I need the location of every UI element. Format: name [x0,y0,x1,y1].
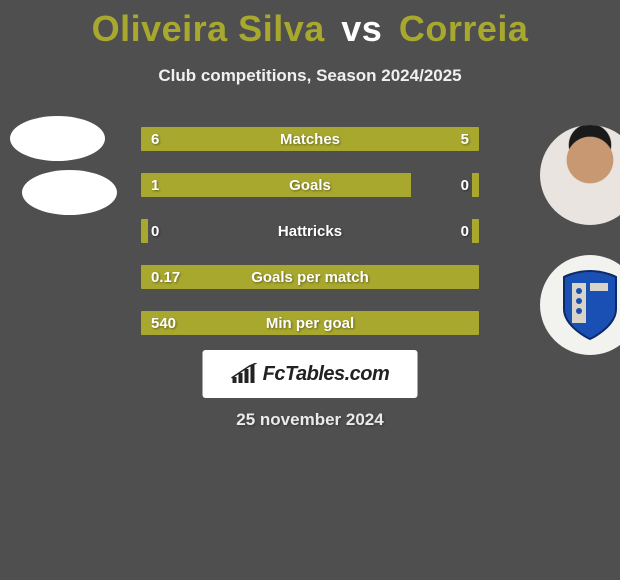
stat-row: 540Min per goal [140,310,480,336]
stat-label: Min per goal [141,311,479,336]
player2-avatar [540,125,620,225]
date-text: 25 november 2024 [0,410,620,430]
player1-avatar [10,116,105,161]
player2-club-logo [540,255,620,355]
stat-row: 0.17Goals per match [140,264,480,290]
watermark-text: FcTables.com [263,363,390,386]
stat-label: Hattricks [141,219,479,244]
stat-row: 00Hattricks [140,218,480,244]
player1-club-logo [22,170,117,215]
stats-panel: 65Matches 10Goals 00Hattricks 0.17Goals per… [140,126,480,356]
stat-label: Goals per match [141,265,479,290]
shield-icon [560,269,620,341]
stat-label: Goals [141,173,479,198]
vs-text: vs [341,8,382,49]
player1-name: Oliveira Silva [92,8,325,49]
chart-icon [231,363,259,385]
watermark: FcTables.com [203,350,418,398]
comparison-title: Oliveira Silva vs Correia [0,0,620,50]
subtitle: Club competitions, Season 2024/2025 [0,66,620,86]
stat-row: 65Matches [140,126,480,152]
stat-row: 10Goals [140,172,480,198]
stat-label: Matches [141,127,479,152]
player2-name: Correia [399,8,529,49]
